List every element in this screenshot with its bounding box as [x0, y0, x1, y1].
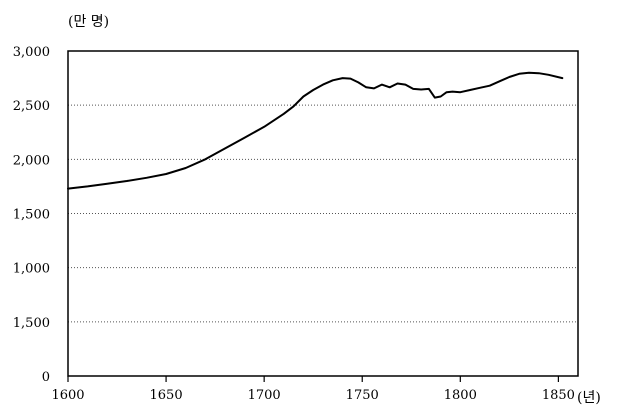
y-tick-label-0: 0 [42, 370, 50, 385]
y-tick-label-1: 1,500 [13, 316, 50, 331]
series-line-0 [67, 71, 564, 190]
y-tick-label-4: 2,000 [13, 153, 50, 168]
x-axis-ticks [67, 376, 559, 382]
x-axis-unit-label: (년) [577, 390, 601, 406]
x-axis-tick-labels: 1600 1650 1700 1750 1800 1850 [51, 388, 574, 403]
x-tick-label-3: 1750 [346, 388, 379, 403]
y-axis-unit-label: (만 명) [68, 14, 109, 30]
x-tick-label-0: 1600 [51, 388, 84, 403]
plot-frame [67, 50, 579, 377]
y-axis-tick-labels: 0 1,500 1,000 1,500 2,000 2,500 3,000 [13, 45, 50, 385]
x-tick-label-4: 1800 [444, 388, 477, 403]
grid-lines [68, 104, 578, 323]
x-tick-label-2: 1700 [248, 388, 281, 403]
series-lines [67, 71, 564, 190]
y-tick-label-2: 1,000 [13, 262, 50, 277]
y-tick-label-6: 3,000 [13, 45, 50, 60]
x-tick-label-5: 1850 [542, 388, 575, 403]
y-tick-label-3: 1,500 [13, 208, 50, 223]
y-tick-label-5: 2,500 [13, 99, 50, 114]
x-tick-label-1: 1650 [150, 388, 183, 403]
plot-frame-rect [67, 50, 579, 377]
